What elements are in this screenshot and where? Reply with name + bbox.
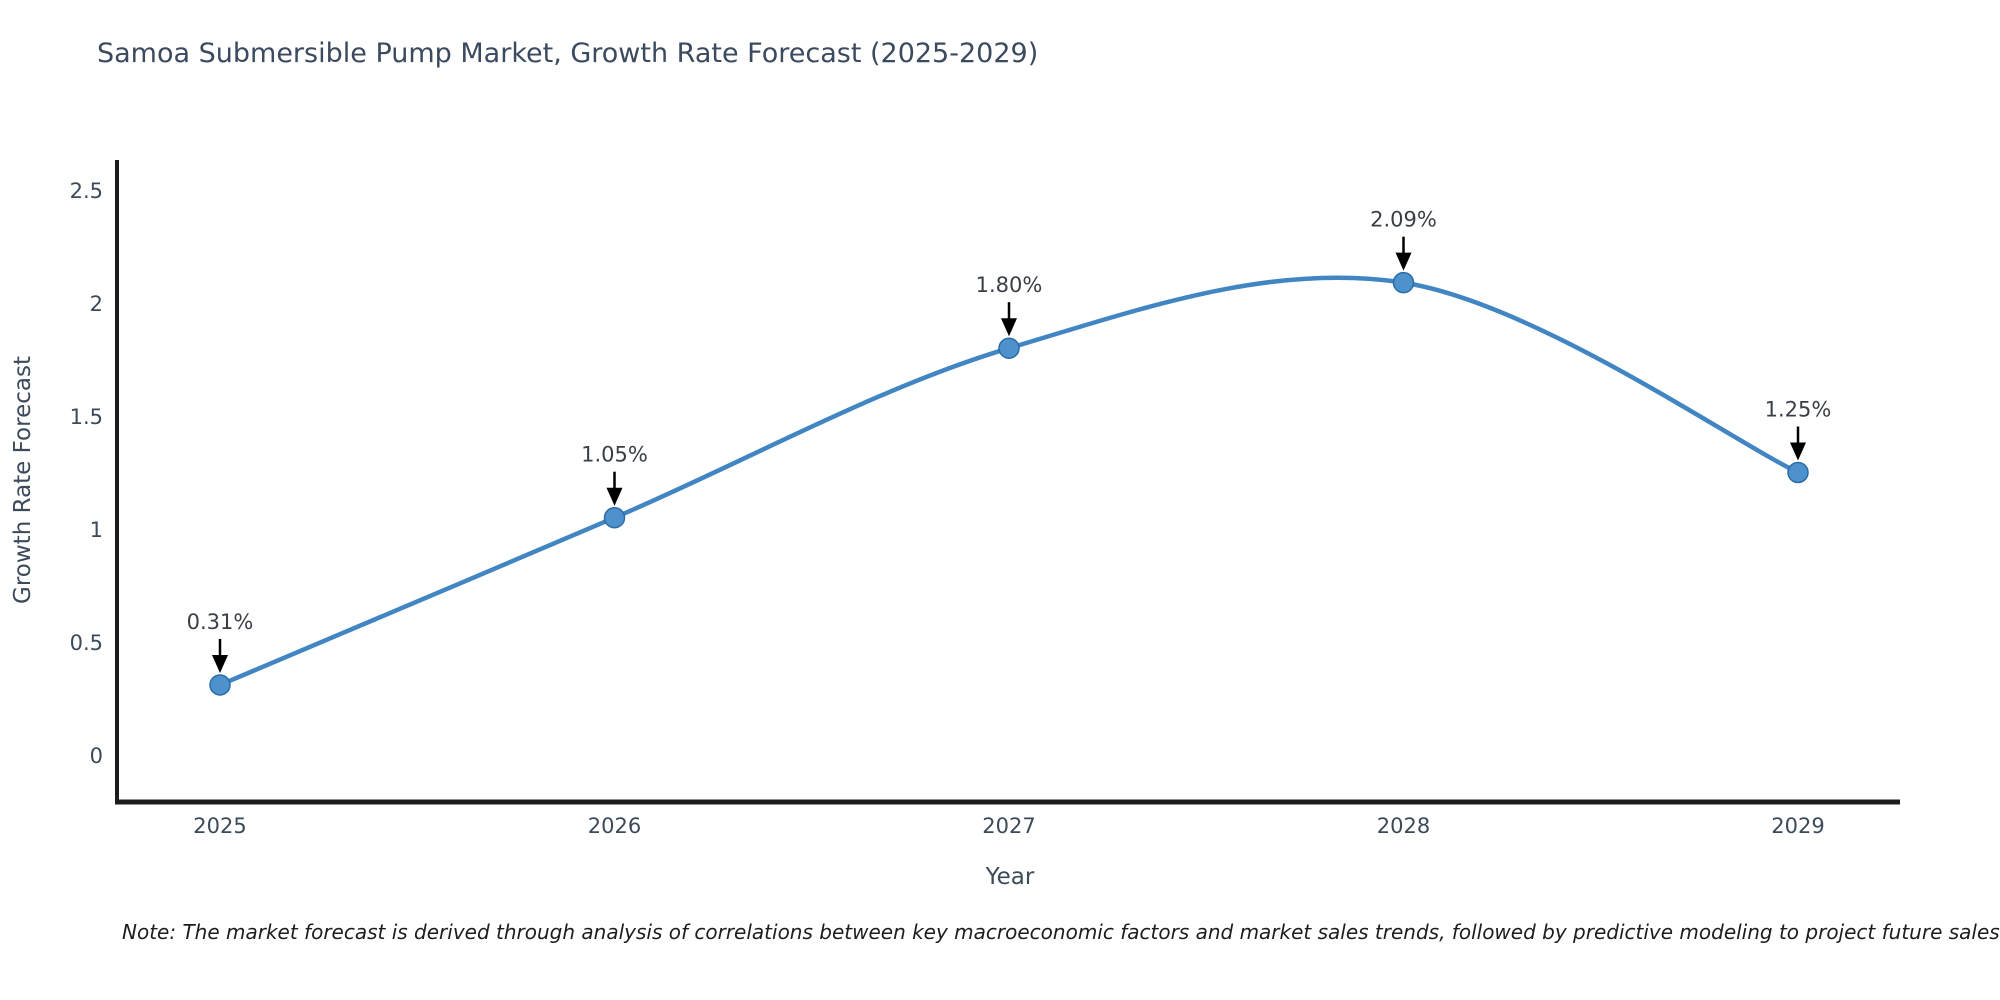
x-tick-label: 2026 <box>588 814 641 838</box>
y-tick-label: 1.5 <box>70 405 103 429</box>
chart-title: Samoa Submersible Pump Market, Growth Ra… <box>97 38 1039 69</box>
data-point-label: 0.31% <box>187 610 254 634</box>
y-axis-title: Growth Rate Forecast <box>10 356 36 604</box>
data-point-2027 <box>998 337 1020 359</box>
annotation-arrow-head <box>1790 442 1806 461</box>
data-point-label: 1.80% <box>976 273 1043 297</box>
y-tick-label: 1 <box>90 518 103 542</box>
data-point-2029 <box>1787 461 1809 484</box>
annotation-arrow-head <box>1395 252 1412 271</box>
y-tick-label: 2 <box>90 292 103 316</box>
x-tick-label: 2029 <box>1771 814 1824 838</box>
chart-footnote: Note: The market forecast is derived thr… <box>122 920 2000 944</box>
data-point-2025 <box>209 674 231 696</box>
x-tick-label: 2028 <box>1377 814 1430 838</box>
x-tick-label: 2025 <box>193 814 246 838</box>
y-tick-label: 0.5 <box>70 631 103 655</box>
annotation-arrow-head <box>212 654 228 673</box>
annotation-arrow-head <box>1001 318 1017 337</box>
data-point-2028 <box>1392 271 1415 294</box>
data-point-label: 1.05% <box>581 443 648 467</box>
x-tick-label: 2027 <box>982 814 1035 838</box>
data-point-label: 1.25% <box>1765 398 1832 422</box>
y-tick-label: 0 <box>90 744 103 768</box>
data-point-label: 2.09% <box>1370 208 1437 232</box>
x-axis-title: Year <box>985 864 1035 890</box>
annotation-arrow-head <box>606 487 623 506</box>
y-tick-label: 2.5 <box>70 179 103 203</box>
data-point-2026 <box>603 506 626 529</box>
